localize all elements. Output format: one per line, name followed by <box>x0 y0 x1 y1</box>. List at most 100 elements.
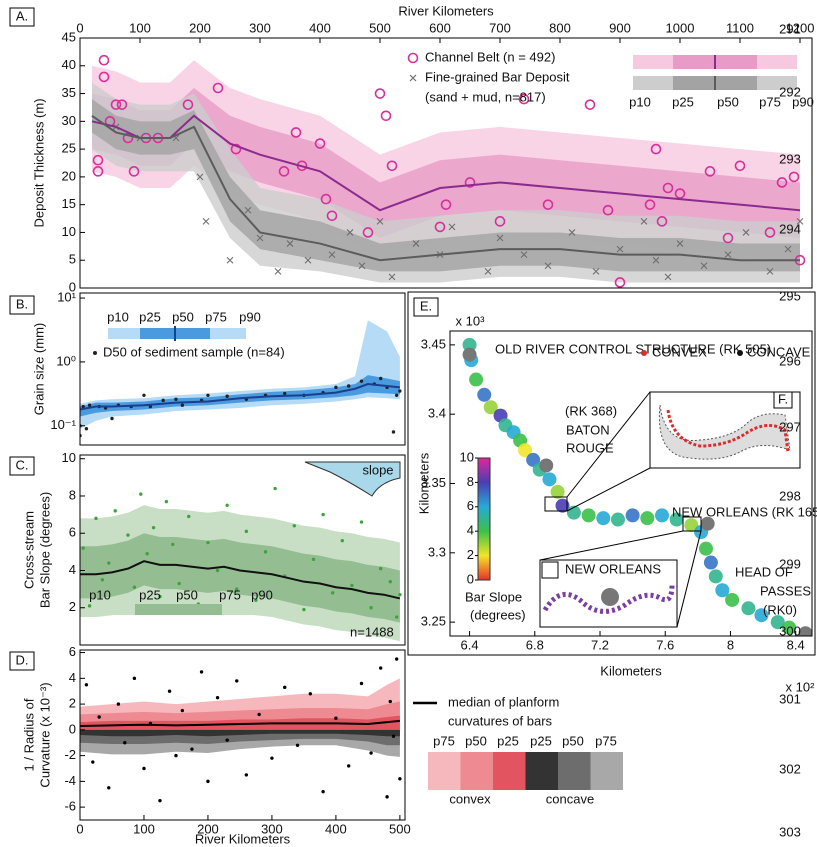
annotation: p90 <box>792 94 814 109</box>
sample-point <box>190 747 194 751</box>
inset-connector <box>676 530 702 628</box>
axes-frame <box>79 292 406 446</box>
percentile-band <box>92 99 800 272</box>
x-axis-title: River Kilometers <box>398 3 494 18</box>
channel-belt-point <box>518 93 530 105</box>
y-tick-label: 25 <box>62 141 76 156</box>
x-tick-label: 600 <box>429 20 451 35</box>
sample-point <box>254 598 258 602</box>
channel-belt-point <box>602 204 614 216</box>
sample-point <box>263 550 268 554</box>
annotation: p75 <box>219 587 241 602</box>
x-tick-label: 100 <box>129 20 151 35</box>
annotation: p25 <box>139 309 161 324</box>
annotation: p75 <box>595 733 617 748</box>
sample-point <box>321 789 325 794</box>
sample-point <box>244 773 249 777</box>
sample-point <box>331 591 335 595</box>
bar-deposit-point <box>286 240 294 247</box>
channel-belt-point <box>128 166 140 177</box>
landmark <box>700 516 715 531</box>
bar-deposit-point <box>346 229 354 236</box>
channel-belt-point <box>116 99 128 110</box>
bar-deposit-point <box>766 267 774 275</box>
percentile-band <box>80 533 400 623</box>
sample-point <box>87 403 92 407</box>
bar-deposit-point <box>676 240 684 247</box>
sample-point <box>388 579 392 584</box>
axes-frame <box>79 649 406 821</box>
x-tick-label: 500 <box>369 20 391 35</box>
channel-belt-point <box>656 216 668 227</box>
sample-point <box>369 751 373 755</box>
annotation: p75 <box>205 309 227 324</box>
annotation: p10 <box>89 587 111 602</box>
sample-point <box>116 702 121 706</box>
percentile-band <box>80 729 400 737</box>
bar-deposit-point <box>304 256 312 264</box>
sample-point <box>215 695 220 700</box>
panel-label: A. <box>16 8 28 23</box>
plot-area <box>462 337 812 636</box>
colorbar-tick-label: 4 <box>467 523 474 538</box>
channel-belt-point <box>314 138 326 149</box>
bar-slope-point <box>770 615 785 630</box>
legend-swatch <box>460 752 493 790</box>
sample-point <box>81 404 85 409</box>
bar-deposit-point <box>376 217 384 225</box>
y-axis-title: Kilometers <box>416 452 431 514</box>
sample-point <box>161 398 165 403</box>
sample-point <box>334 385 338 390</box>
bar-deposit-point <box>256 234 264 242</box>
bar-slope-point <box>625 508 640 523</box>
legend-marker <box>641 350 647 356</box>
bar-deposit-point <box>274 267 282 275</box>
x-tick-label: 900 <box>609 20 631 35</box>
sample-point <box>145 552 149 556</box>
x-tick-label: 7.6 <box>656 637 674 652</box>
sample-point <box>270 756 274 760</box>
channel-belt-point <box>434 221 446 233</box>
y-tick-label: 3.3 <box>428 544 446 559</box>
x-tick-label: 1100 <box>726 20 754 35</box>
sample-point <box>378 376 383 381</box>
y-tick-label: 3.4 <box>428 406 446 421</box>
line-number: 298 <box>779 488 801 503</box>
sample-point <box>235 587 239 591</box>
annotation: p50 <box>172 309 194 324</box>
y-tick-label: 30 <box>62 113 76 128</box>
channel-belt-point <box>614 277 626 288</box>
median-line <box>80 719 400 727</box>
sample-point <box>142 766 146 771</box>
panel-label: E. <box>420 298 432 313</box>
panel-label-box <box>413 297 439 317</box>
bar-deposit-point <box>544 262 552 270</box>
sample-point <box>340 538 345 543</box>
channel-belt-point <box>440 199 452 210</box>
bar-slope-point <box>469 372 484 387</box>
line-number: 293 <box>779 151 801 166</box>
bar-deposit-point <box>592 267 600 275</box>
panel-label: D. <box>16 652 29 667</box>
sample-point <box>158 594 162 599</box>
sample-point <box>283 685 287 690</box>
annotation: p10 <box>629 94 651 109</box>
line-number: 301 <box>779 691 801 706</box>
colorbar-tick-label: 8 <box>467 474 474 489</box>
channel-belt-point <box>320 193 332 205</box>
x-tick-label: 8.4 <box>787 637 805 652</box>
y-tick-label: 3.35 <box>421 475 446 490</box>
bar-slope-point <box>669 512 684 527</box>
x-tick-label: 0 <box>76 821 83 836</box>
sample-point <box>206 393 210 398</box>
sample-point <box>206 779 210 784</box>
annotation: p90 <box>239 309 261 324</box>
x-axis-title: Kilometers <box>600 663 662 678</box>
channel-belt-point <box>92 154 104 166</box>
channel-belt-point <box>182 99 194 110</box>
bar-slope-point <box>477 387 492 402</box>
channel-belt-point <box>362 227 374 238</box>
sample-point <box>398 777 402 781</box>
sample-point <box>347 384 351 388</box>
